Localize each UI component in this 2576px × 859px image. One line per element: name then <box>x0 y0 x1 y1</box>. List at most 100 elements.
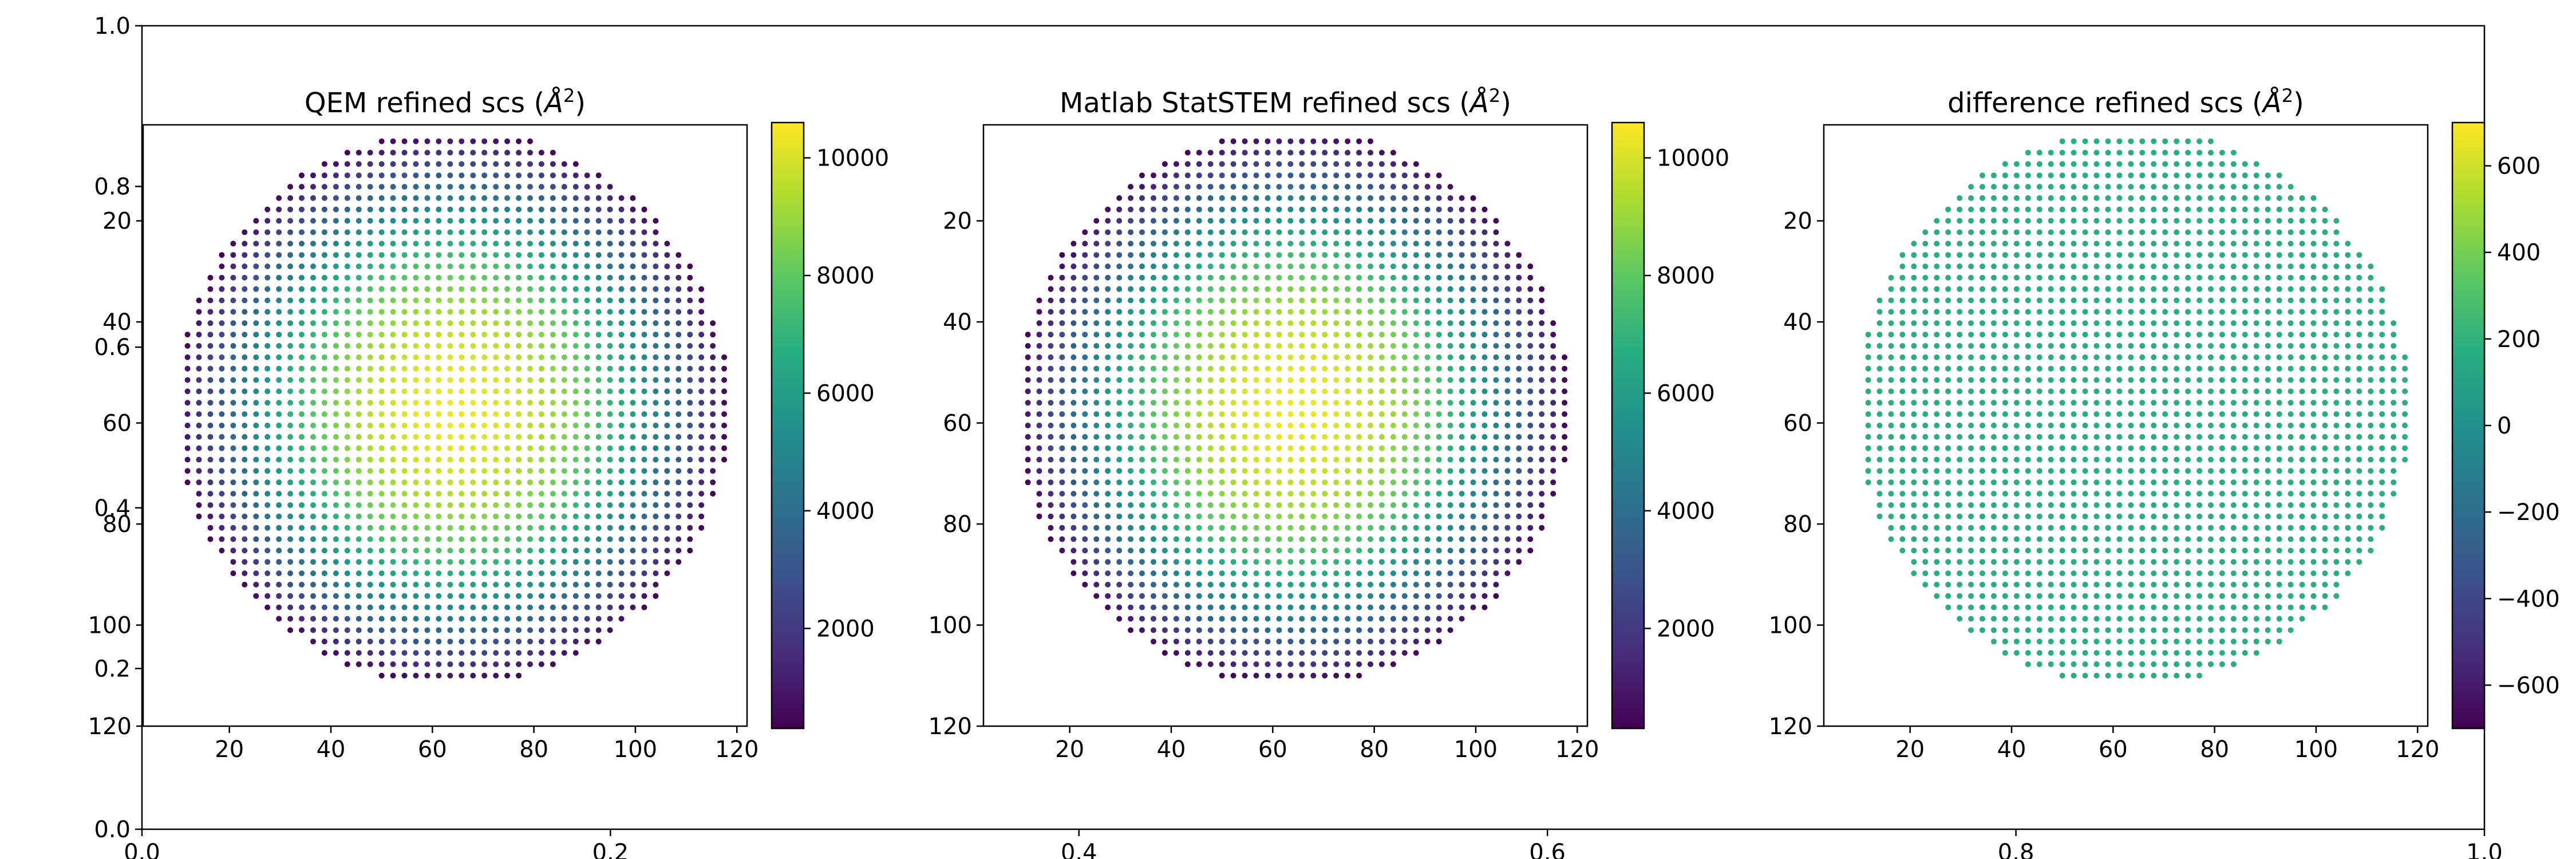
data-point <box>2287 263 2294 270</box>
data-point <box>538 445 544 451</box>
data-point <box>1025 377 1031 383</box>
data-point <box>1356 229 1362 235</box>
data-point <box>1401 536 1408 542</box>
data-point <box>333 286 339 292</box>
data-point <box>2002 241 2008 247</box>
data-point <box>2299 411 2305 417</box>
data-point <box>1036 502 1042 508</box>
data-point <box>276 195 282 201</box>
data-point <box>2253 388 2259 395</box>
data-point <box>2253 377 2259 383</box>
data-point <box>687 365 693 372</box>
data-point <box>1481 332 1488 338</box>
data-point <box>572 218 579 224</box>
data-point <box>287 365 294 372</box>
data-point <box>538 616 544 622</box>
data-point <box>1980 332 1985 338</box>
data-point <box>436 423 442 428</box>
data-point <box>584 388 590 395</box>
data-point <box>2242 354 2248 360</box>
data-point <box>378 639 385 645</box>
data-point <box>253 297 259 304</box>
data-point <box>1048 332 1054 338</box>
data-point <box>378 274 385 281</box>
data-point <box>1368 252 1373 258</box>
data-point <box>641 411 647 417</box>
data-point <box>2036 172 2042 179</box>
data-point <box>2208 411 2214 417</box>
data-point <box>436 172 442 179</box>
data-point <box>1265 138 1271 144</box>
data-point <box>1470 332 1476 338</box>
data-point <box>333 445 339 451</box>
data-point <box>595 502 602 508</box>
data-point <box>1459 309 1465 315</box>
data-point <box>219 423 225 428</box>
data-point <box>698 286 705 292</box>
data-point <box>1493 525 1499 531</box>
data-point <box>1276 468 1282 474</box>
data-point <box>481 297 488 304</box>
data-point <box>1562 365 1568 372</box>
data-point <box>459 252 465 258</box>
data-point <box>1253 400 1259 406</box>
data-point <box>1459 559 1465 565</box>
x-tick-label: 100 <box>614 736 657 763</box>
data-point <box>2013 263 2020 270</box>
data-point <box>1116 274 1123 281</box>
data-point <box>641 354 647 360</box>
data-point <box>1173 423 1179 428</box>
data-point <box>230 297 236 304</box>
data-point <box>1219 456 1225 463</box>
data-point <box>2128 218 2134 224</box>
data-point <box>493 195 499 201</box>
data-point <box>401 365 408 372</box>
data-point <box>1184 593 1191 599</box>
data-point <box>1539 423 1545 428</box>
data-point <box>1128 570 1134 577</box>
data-point <box>299 411 305 417</box>
data-point <box>2230 286 2237 292</box>
data-point <box>2299 252 2305 258</box>
data-point <box>1276 218 1282 224</box>
data-point <box>1922 309 1929 315</box>
data-point <box>1161 241 1168 247</box>
data-point <box>2242 456 2248 463</box>
data-point <box>607 400 613 406</box>
data-point <box>561 286 567 292</box>
data-point <box>321 570 327 577</box>
data-point <box>630 423 636 428</box>
data-point <box>2196 456 2203 463</box>
data-point <box>184 400 191 406</box>
data-point <box>1219 343 1225 349</box>
data-point <box>1356 332 1362 338</box>
data-point <box>1116 297 1123 304</box>
data-point <box>493 354 499 360</box>
data-point <box>1345 661 1351 667</box>
data-point <box>1151 423 1156 428</box>
data-point <box>2048 252 2054 258</box>
data-point <box>207 354 214 360</box>
data-point <box>493 672 499 679</box>
data-point <box>1151 274 1156 281</box>
data-point <box>1980 172 1985 179</box>
data-point <box>2379 343 2385 349</box>
data-point <box>1128 332 1134 338</box>
data-point <box>1036 423 1042 428</box>
data-point <box>333 650 339 656</box>
data-point <box>1287 559 1294 565</box>
data-point <box>1459 286 1465 292</box>
data-point <box>550 161 556 167</box>
data-point <box>2025 423 2031 428</box>
data-point <box>219 365 225 372</box>
data-point <box>1128 377 1134 383</box>
data-point <box>1116 593 1123 599</box>
data-point <box>219 274 225 281</box>
data-point <box>664 377 670 383</box>
colorbar-tick-label: 2000 <box>816 616 875 642</box>
data-point <box>595 377 602 383</box>
data-point <box>2082 274 2088 281</box>
data-point <box>2174 195 2180 201</box>
data-point <box>447 593 453 599</box>
